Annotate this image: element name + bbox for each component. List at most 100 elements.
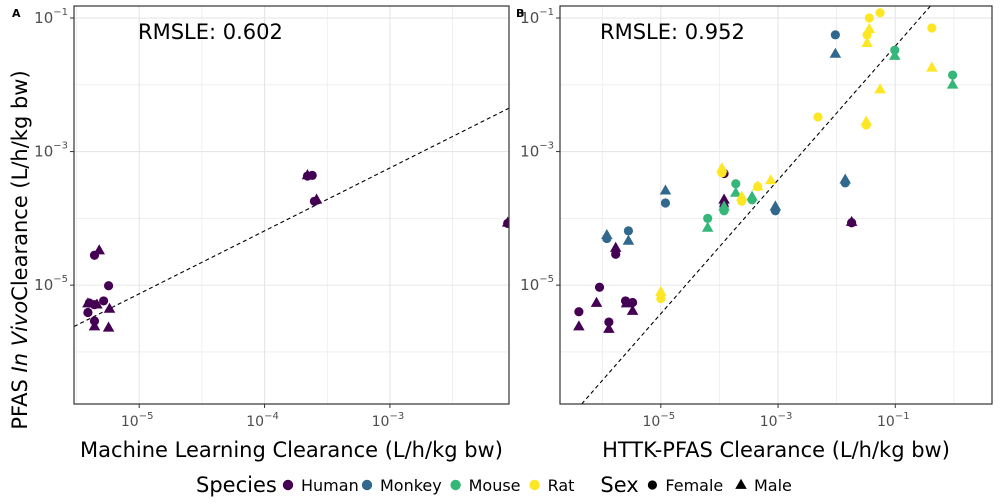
data-point-monkey-male (769, 200, 782, 211)
data-point-human-male (603, 322, 615, 333)
data-point-monkey-male (829, 47, 842, 58)
legend-swatch-rat (529, 479, 540, 491)
data-point-human-male (310, 193, 323, 204)
data-point-monkey-female (830, 30, 840, 40)
rmsle-annotation: RMSLE: 0.602 (138, 20, 283, 44)
data-point-mouse-male (889, 49, 901, 60)
data-point-human-male (501, 216, 509, 227)
data-point-human-male (573, 320, 585, 331)
legend-swatch-human (282, 479, 294, 491)
data-point-rat-male (926, 61, 938, 72)
legend-shape-female (647, 480, 658, 490)
data-point-monkey-male (622, 234, 635, 245)
legend-swatch-mouse (450, 479, 461, 491)
x-axis-label: HTTK-PFAS Clearance (L/h/kg bw) (602, 438, 950, 462)
data-point-mouse-male (701, 221, 714, 232)
x-axis-label: Machine Learning Clearance (L/h/kg bw) (80, 438, 503, 462)
legend-label-mouse: Mouse (469, 476, 521, 495)
y-tick-label: 10−3 (520, 141, 554, 161)
data-point-human-male (103, 302, 116, 313)
data-point-rat-female (864, 13, 874, 23)
data-point-rat-female (927, 23, 937, 33)
data-point-human-male (590, 296, 603, 307)
data-point-mouse-female (947, 70, 958, 80)
x-tick-label: 10−5 (121, 411, 154, 430)
data-point-monkey-male (659, 184, 672, 195)
data-point-rat-male (863, 23, 876, 34)
data-point-rat-male (751, 180, 764, 191)
points-b (573, 8, 959, 333)
x-tick-label: 10−1 (877, 411, 910, 430)
data-point-human-female (103, 281, 114, 291)
data-point-human-male (845, 215, 858, 226)
data-point-human-male (102, 321, 115, 332)
grid-b (560, 6, 992, 404)
grid-a (74, 6, 509, 404)
data-point-mouse-male (746, 190, 758, 201)
legend-label-male: Male (754, 476, 792, 495)
data-point-rat-male (655, 285, 667, 296)
data-point-human-male (626, 304, 639, 315)
data-point-human-female (604, 317, 614, 327)
data-point-mouse-female (731, 179, 741, 189)
legend-label-female: Female (665, 476, 723, 495)
data-point-rat-female (875, 8, 885, 18)
panel-label: A (12, 7, 21, 20)
data-point-human-male (301, 169, 314, 180)
data-point-rat-male (861, 36, 873, 48)
data-point-monkey-male (839, 173, 851, 184)
data-point-rat-male (860, 115, 873, 126)
y-tick-label: 10−5 (520, 274, 554, 294)
data-point-rat-male (716, 162, 728, 173)
x-tick-label: 10−5 (643, 411, 676, 430)
data-point-mouse-male (718, 200, 730, 211)
y-tick-label: 10−1 (34, 7, 68, 27)
y-tick-label: 10−3 (34, 141, 68, 161)
data-point-human-female (611, 249, 621, 259)
data-point-human-male (93, 244, 105, 255)
legend-sex-title: Sex (600, 473, 638, 497)
x-tick-label: 10−3 (372, 411, 405, 430)
points-a (82, 169, 509, 332)
data-point-rat-female (813, 112, 823, 122)
y-tick-label: 10−1 (520, 7, 554, 27)
legend-label-human: Human (301, 476, 359, 495)
panel-a: 10−5 10−4 10−3 10−5 10−3 10−1 A RMSLE: 0.602 Mac… (12, 5, 510, 462)
data-point-monkey-female (623, 226, 634, 236)
data-point-rat-male (764, 174, 777, 185)
legend-label-monkey: Monkey (380, 476, 442, 495)
data-point-human-female (98, 296, 109, 306)
data-point-human-male (88, 320, 101, 331)
data-point-mouse-male (946, 78, 959, 89)
plot-frame (559, 5, 993, 405)
data-point-monkey-male (601, 228, 613, 240)
data-point-human-male (718, 193, 730, 204)
legend-shape-male (735, 478, 747, 489)
fit-line (581, 6, 931, 404)
data-point-rat-female (656, 293, 666, 304)
legend-species-title: Species (196, 473, 277, 497)
data-point-monkey-female (660, 198, 671, 208)
x-tick-label: 10−4 (246, 411, 279, 430)
data-point-human-male (620, 297, 633, 308)
y-axis-label: PFAS In VivoClearance (L/h/kg bw) (8, 70, 32, 429)
legend-swatch-monkey (361, 479, 373, 491)
data-point-human-male (609, 241, 622, 252)
plot-frame (73, 5, 510, 405)
panel-label: B (516, 7, 524, 20)
legend-label-rat: Rat (548, 476, 575, 495)
y-tick-label: 10−5 (34, 274, 68, 294)
data-point-human-male (91, 298, 103, 309)
data-point-human-male (82, 297, 94, 308)
data-point-rat-male (735, 190, 748, 201)
data-point-human-female (594, 282, 605, 292)
data-point-human-female (83, 307, 93, 318)
x-tick-label: 10−3 (760, 411, 793, 430)
legend: Species Human Monkey Mouse Rat Sex Female Male (196, 473, 792, 497)
data-point-rat-male (874, 83, 886, 94)
rmsle-annotation: RMSLE: 0.952 (600, 20, 745, 44)
data-point-human-female (574, 307, 584, 317)
